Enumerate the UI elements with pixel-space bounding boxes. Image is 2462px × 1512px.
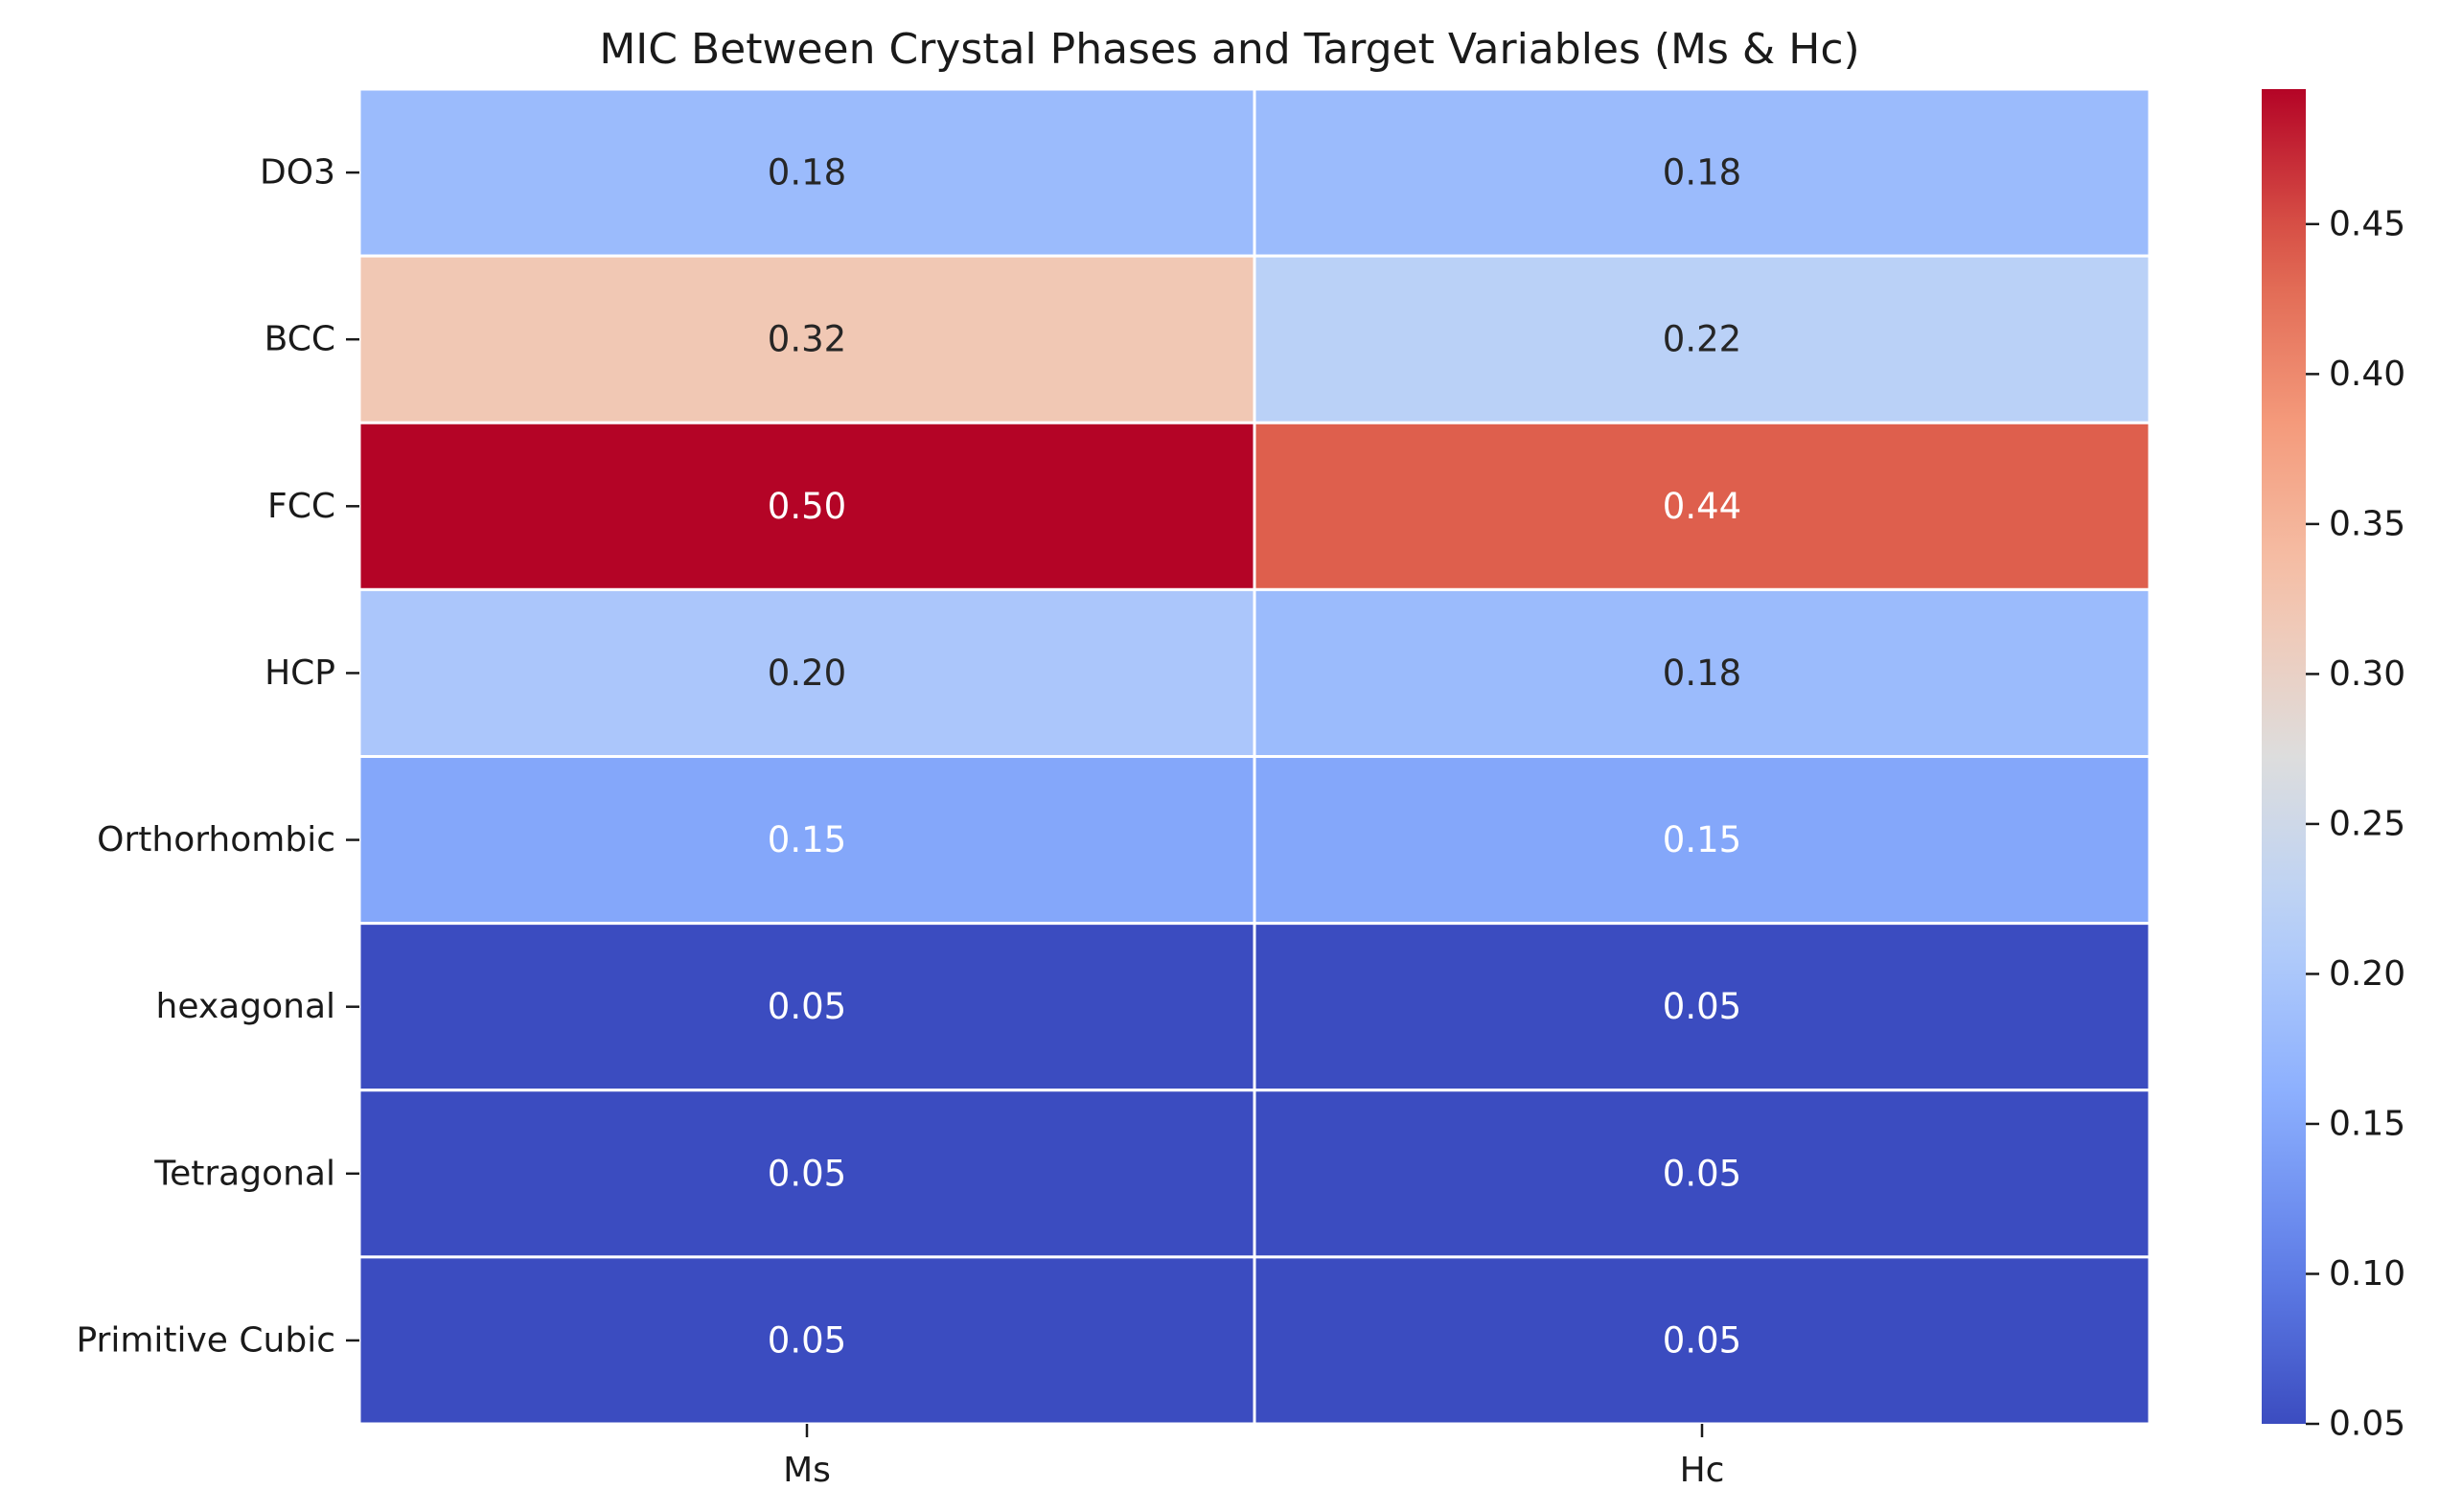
cell-value-label: 0.20 bbox=[768, 653, 846, 694]
cell-value-label: 0.32 bbox=[768, 319, 846, 360]
x-tick-label: Ms bbox=[783, 1451, 831, 1490]
y-tick-label: hexagonal bbox=[156, 987, 335, 1026]
cell-value-label: 0.05 bbox=[768, 986, 846, 1027]
colorbar-tick-label: 0.15 bbox=[2329, 1104, 2405, 1143]
y-tick-label: HCP bbox=[265, 653, 335, 693]
heatmap-cell bbox=[1253, 421, 2151, 591]
colorbar-tick-label: 0.25 bbox=[2329, 804, 2405, 843]
colorbar-gradient bbox=[2262, 89, 2306, 1424]
cell-value-label: 0.18 bbox=[1663, 152, 1741, 194]
heatmap-cell bbox=[1253, 755, 2151, 926]
colorbar-tick-label: 0.05 bbox=[2329, 1405, 2405, 1444]
colorbar-tick-label: 0.20 bbox=[2329, 954, 2405, 994]
heatmap-cell bbox=[1253, 1088, 2151, 1259]
x-axis: Ms Hc bbox=[783, 1424, 1724, 1490]
colorbar-tick-label: 0.40 bbox=[2329, 355, 2405, 394]
cell-value-label: 0.50 bbox=[768, 486, 846, 527]
y-axis: DO3 BCC FCC HCP Orthorhombic hexagonal Tetrago… bbox=[76, 153, 359, 1360]
heatmap-cells bbox=[357, 87, 2151, 1426]
y-tick-label: Primitive Cubic bbox=[76, 1320, 335, 1360]
heatmap-cell bbox=[357, 421, 1256, 591]
heatmap-cell bbox=[1253, 587, 2151, 758]
cell-value-label: 0.18 bbox=[1663, 653, 1741, 694]
cell-value-label: 0.15 bbox=[1663, 819, 1741, 860]
cell-value-label: 0.05 bbox=[1663, 1319, 1741, 1361]
colorbar: 0.05 0.10 0.15 0.20 0.25 0.30 0.35 0.40 0.45 bbox=[2262, 89, 2405, 1444]
heatmap-cell bbox=[1253, 922, 2151, 1092]
heatmap-cell bbox=[357, 254, 1256, 424]
x-tick-label: Hc bbox=[1680, 1451, 1725, 1490]
colorbar-tick-label: 0.45 bbox=[2329, 204, 2405, 243]
y-tick-label: DO3 bbox=[260, 153, 335, 193]
heatmap-cell bbox=[357, 87, 1256, 258]
heatmap-cell bbox=[1253, 87, 2151, 258]
cell-value-label: 0.05 bbox=[1663, 986, 1741, 1027]
cell-value-label: 0.05 bbox=[768, 1319, 846, 1361]
heatmap-cell bbox=[357, 1088, 1256, 1259]
heatmap-cell bbox=[1253, 1255, 2151, 1426]
y-tick-label: BCC bbox=[265, 320, 335, 359]
cell-value-label: 0.18 bbox=[768, 152, 846, 194]
colorbar-tick-label: 0.35 bbox=[2329, 504, 2405, 543]
y-tick-label: Tetragonal bbox=[153, 1154, 335, 1193]
cell-annotations: 0.18 0.18 0.32 0.22 0.50 0.44 0.20 0.18 0.15 0.15… bbox=[768, 152, 1741, 1362]
heatmap-cell bbox=[357, 1255, 1256, 1426]
colorbar-tick-label: 0.30 bbox=[2329, 654, 2405, 694]
cell-value-label: 0.44 bbox=[1663, 486, 1741, 527]
heatmap-cell bbox=[1253, 254, 2151, 424]
chart-title: MIC Between Crystal Phases and Target Va… bbox=[599, 25, 1859, 74]
colorbar-tick-label: 0.10 bbox=[2329, 1254, 2405, 1294]
cell-value-label: 0.22 bbox=[1663, 319, 1741, 360]
cell-value-label: 0.05 bbox=[768, 1153, 846, 1194]
cell-value-label: 0.05 bbox=[1663, 1153, 1741, 1194]
y-tick-label: FCC bbox=[267, 487, 335, 526]
y-tick-label: Orthorhombic bbox=[97, 820, 335, 859]
cell-value-label: 0.15 bbox=[768, 819, 846, 860]
